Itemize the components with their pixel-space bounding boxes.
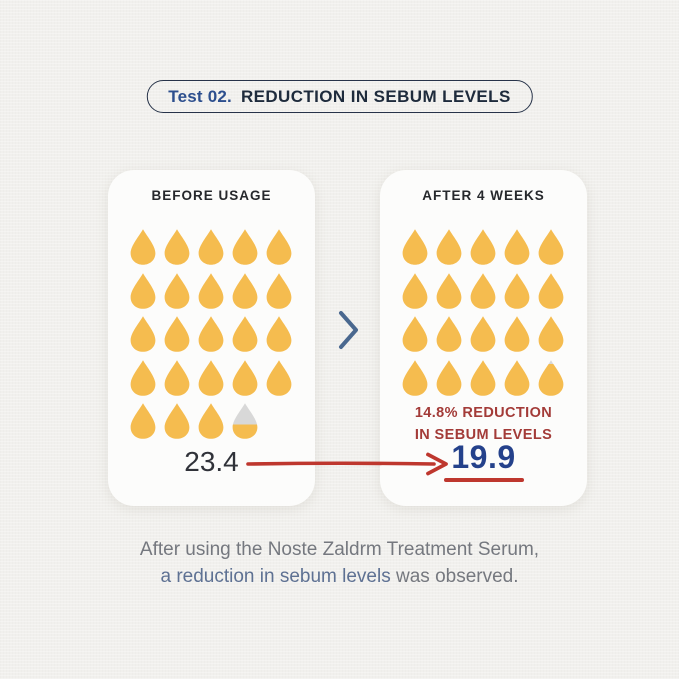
caption-highlight: a reduction in sebum levels bbox=[160, 566, 391, 587]
droplet-icon bbox=[436, 359, 462, 396]
caption-line1: After using the Noste Zaldrm Treatment S… bbox=[139, 539, 540, 560]
droplet-icon bbox=[266, 229, 292, 265]
droplet-icon bbox=[402, 272, 428, 309]
droplet-icon bbox=[538, 316, 564, 352]
test-badge: Test 02. REDUCTION IN SEBUM LEVELS bbox=[146, 80, 533, 113]
droplet-icon bbox=[232, 403, 258, 439]
droplet-icon bbox=[266, 316, 292, 352]
droplet-icon bbox=[164, 403, 190, 439]
reduction-line2: IN SEBUM LEVELS bbox=[414, 427, 553, 443]
droplet-icon bbox=[436, 229, 462, 265]
droplet-icon bbox=[130, 403, 156, 439]
droplet-icon bbox=[130, 272, 156, 309]
droplet-icon bbox=[198, 316, 224, 352]
droplet-icon bbox=[164, 229, 190, 265]
after-value-block: 19.9 bbox=[380, 440, 587, 482]
droplet-icon bbox=[504, 229, 530, 265]
droplet-icon bbox=[436, 272, 462, 309]
reduction-annotation: 14.8% REDUCTION IN SEBUM LEVELS bbox=[380, 402, 587, 446]
droplet-icon bbox=[198, 272, 224, 309]
droplet-icon bbox=[504, 316, 530, 352]
caption: After using the Noste Zaldrm Treatment S… bbox=[0, 536, 679, 590]
badge-title: REDUCTION IN SEBUM LEVELS bbox=[240, 86, 511, 106]
droplet-icon bbox=[198, 403, 224, 439]
before-card: BEFORE USAGE 23.4 bbox=[108, 170, 315, 506]
after-card-title: AFTER 4 WEEKS bbox=[422, 188, 545, 203]
droplet-icon bbox=[538, 359, 564, 396]
droplet-icon bbox=[232, 272, 258, 309]
after-card: AFTER 4 WEEKS 14.8% REDUCTION IN SEBUM L… bbox=[380, 170, 587, 506]
caption-line2: a reduction in sebum levels was observed… bbox=[0, 563, 679, 590]
droplet-icon bbox=[164, 359, 190, 396]
droplet-icon bbox=[470, 272, 496, 309]
before-card-title: BEFORE USAGE bbox=[151, 188, 272, 203]
droplet-icon bbox=[266, 272, 292, 309]
droplet-icon bbox=[402, 359, 428, 396]
droplet-icon bbox=[164, 272, 190, 309]
droplet-icon bbox=[164, 316, 190, 352]
before-value: 23.4 bbox=[184, 446, 239, 477]
droplet-icon bbox=[436, 316, 462, 352]
arrow-right-icon bbox=[246, 452, 448, 476]
reduction-line1: 14.8% REDUCTION bbox=[414, 405, 553, 421]
droplet-icon bbox=[130, 359, 156, 396]
droplet-icon bbox=[232, 359, 258, 396]
badge-test-number: Test 02. bbox=[168, 86, 232, 106]
value-underline bbox=[443, 478, 524, 482]
droplet-icon bbox=[504, 359, 530, 396]
droplet-icon bbox=[402, 316, 428, 352]
droplet-icon bbox=[130, 229, 156, 265]
droplet-icon bbox=[504, 272, 530, 309]
droplet-icon bbox=[470, 316, 496, 352]
droplet-icon bbox=[232, 229, 258, 265]
droplet-icon bbox=[266, 359, 292, 396]
chevron-right-icon bbox=[339, 311, 358, 349]
droplet-icon bbox=[470, 359, 496, 396]
droplet-icon bbox=[198, 359, 224, 396]
droplet-icon bbox=[538, 272, 564, 309]
droplet-grid-after bbox=[400, 228, 567, 397]
droplet-icon bbox=[538, 229, 564, 265]
droplet-icon bbox=[198, 229, 224, 265]
droplet-icon bbox=[470, 229, 496, 265]
droplet-icon bbox=[130, 316, 156, 352]
after-value: 19.9 bbox=[451, 439, 516, 475]
droplet-icon bbox=[232, 316, 258, 352]
caption-line2-rest: was observed. bbox=[390, 566, 519, 587]
droplet-icon bbox=[402, 229, 428, 265]
droplet-grid-before bbox=[128, 228, 295, 440]
